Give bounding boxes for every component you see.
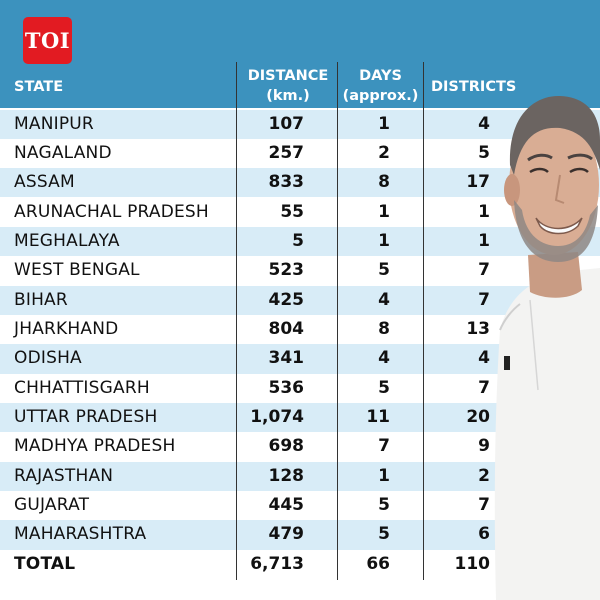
table-row: MEGHALAYA 5 1 1 [0,226,600,257]
distance-header-line1: DISTANCE [247,68,329,84]
days-cell: 1 [378,465,390,486]
person-illustration [494,95,600,600]
distance-cell: 523 [268,260,305,281]
days-cell: 5 [378,524,390,545]
districts-cell: 13 [466,318,490,339]
days-header-line2: (approx.) [342,88,419,104]
districts-cell: 7 [478,377,490,398]
days-cell: 2 [378,142,390,163]
distance-cell: 128 [268,465,305,486]
days-cell: 8 [378,172,390,193]
person-photo [490,0,600,600]
table-row: MANIPUR 107 1 4 [0,109,600,139]
days-cell: 5 [378,260,390,281]
state-cell: MEGHALAYA [14,230,120,251]
districts-cell: 17 [466,172,490,193]
state-cell: BIHAR [14,289,68,310]
distance-header-line2: (km.) [266,88,310,104]
state-cell: WEST BENGAL [14,260,140,281]
districts-cell: 7 [478,260,490,281]
distance-cell: 107 [268,113,305,134]
distance-cell: 1,074 [250,407,304,427]
distance-cell: 479 [268,524,305,545]
days-cell: 1 [378,201,390,222]
distance-cell: 804 [268,318,305,339]
table-row: ASSAM 833 8 17 [0,168,600,198]
distance-cell: 341 [268,348,305,369]
state-cell: ARUNACHAL PRADESH [14,201,209,222]
header-band [0,0,600,108]
districts-cell: 5 [478,142,490,163]
days-cell: 66 [366,553,390,574]
distance-cell: 698 [268,436,305,457]
table-row: BIHAR 425 4 7 [0,285,600,315]
distance-cell: 5 [292,230,304,251]
state-cell: MADHYA PRADESH [14,436,176,457]
days-cell: 11 [366,407,390,427]
state-cell: GUJARAT [14,495,90,516]
districts-cell: 7 [478,495,490,516]
distance-cell: 445 [268,495,305,516]
state-cell: ASSAM [14,172,75,193]
days-header-line1: DAYS [359,68,402,84]
state-cell: RAJASTHAN [14,465,114,486]
districts-cell: 1 [478,230,490,251]
table-row: NAGALAND 257 2 5 [0,138,600,169]
days-cell: 8 [378,318,390,339]
column-header-days: DAYS (approx.) [338,66,423,106]
table-row: WEST BENGAL 523 5 7 [0,256,600,286]
districts-cell: 20 [466,407,490,427]
districts-cell: 4 [478,348,490,369]
districts-cell: 6 [478,524,490,545]
days-cell: 5 [378,495,390,516]
distance-cell: 536 [268,377,305,398]
state-cell: ODISHA [14,348,82,369]
days-cell: 5 [378,377,390,398]
districts-cell: 2 [478,465,490,486]
state-cell: MAHARASHTRA [14,524,147,545]
days-cell: 7 [378,436,390,457]
days-cell: 4 [378,348,390,369]
column-divider [236,62,237,580]
districts-cell: 110 [454,553,491,574]
column-header-distance: DISTANCE (km.) [238,66,338,106]
districts-cell: 7 [478,289,490,310]
distance-cell: 257 [268,142,305,163]
distance-cell: 6,713 [250,553,304,574]
column-header-districts: DISTRICTS [431,79,517,95]
districts-cell: 9 [478,436,490,457]
distance-cell: 55 [280,201,304,222]
districts-cell: 4 [478,113,490,134]
state-cell: CHHATTISGARH [14,377,150,398]
state-cell: UTTAR PRADESH [14,407,158,427]
days-cell: 4 [378,289,390,310]
state-cell: JHARKHAND [14,318,119,339]
state-cell: NAGALAND [14,142,112,163]
state-cell: TOTAL [14,553,76,574]
column-divider [337,62,338,580]
toi-logo: TOI [23,17,72,64]
column-divider [423,62,424,580]
table-row: ARUNACHAL PRADESH 55 1 1 [0,197,600,227]
districts-cell: 1 [478,201,490,222]
distance-cell: 425 [268,289,305,310]
column-header-state: STATE [14,79,64,95]
days-cell: 1 [378,230,390,251]
state-cell: MANIPUR [14,113,94,134]
days-cell: 1 [378,113,390,134]
distance-cell: 833 [268,172,305,193]
